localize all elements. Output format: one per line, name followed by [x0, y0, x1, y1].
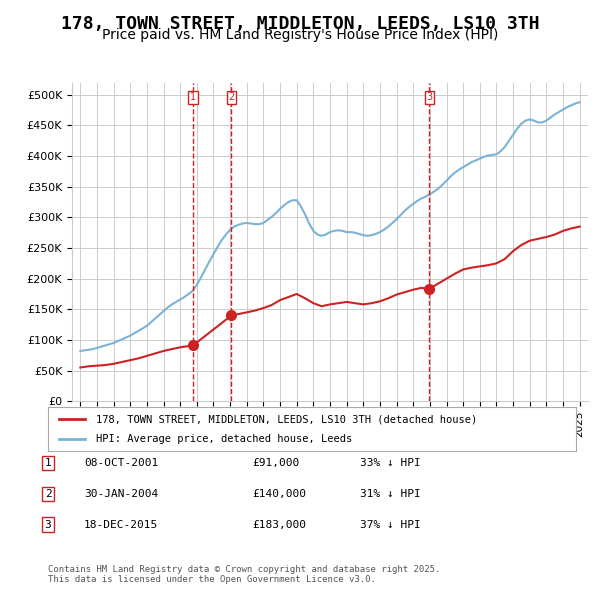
Text: Price paid vs. HM Land Registry's House Price Index (HPI): Price paid vs. HM Land Registry's House … — [102, 28, 498, 42]
Text: 3: 3 — [426, 92, 432, 102]
Text: £140,000: £140,000 — [252, 489, 306, 499]
Text: 178, TOWN STREET, MIDDLETON, LEEDS, LS10 3TH: 178, TOWN STREET, MIDDLETON, LEEDS, LS10… — [61, 15, 539, 33]
Text: 2: 2 — [229, 92, 235, 102]
Text: £91,000: £91,000 — [252, 458, 299, 468]
Text: Contains HM Land Registry data © Crown copyright and database right 2025.
This d: Contains HM Land Registry data © Crown c… — [48, 565, 440, 584]
Text: 1: 1 — [44, 458, 52, 468]
Text: 30-JAN-2004: 30-JAN-2004 — [84, 489, 158, 499]
Text: 3: 3 — [44, 520, 52, 529]
Text: 2: 2 — [44, 489, 52, 499]
Text: 1: 1 — [190, 92, 196, 102]
Text: 31% ↓ HPI: 31% ↓ HPI — [360, 489, 421, 499]
Text: HPI: Average price, detached house, Leeds: HPI: Average price, detached house, Leed… — [95, 434, 352, 444]
Text: 178, TOWN STREET, MIDDLETON, LEEDS, LS10 3TH (detached house): 178, TOWN STREET, MIDDLETON, LEEDS, LS10… — [95, 415, 477, 424]
Text: 18-DEC-2015: 18-DEC-2015 — [84, 520, 158, 529]
Text: 08-OCT-2001: 08-OCT-2001 — [84, 458, 158, 468]
Text: 33% ↓ HPI: 33% ↓ HPI — [360, 458, 421, 468]
Text: £183,000: £183,000 — [252, 520, 306, 529]
Text: 37% ↓ HPI: 37% ↓ HPI — [360, 520, 421, 529]
